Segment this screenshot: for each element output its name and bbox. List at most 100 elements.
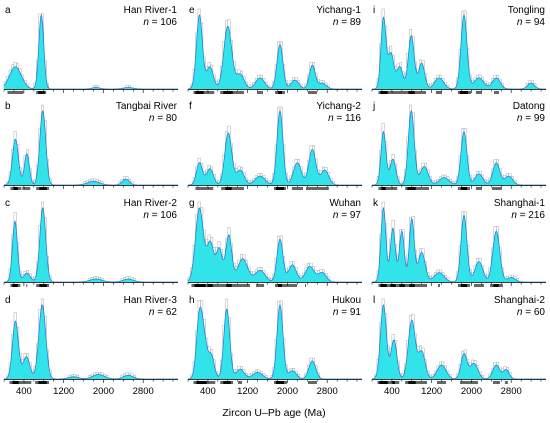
x-tick-label: 2800 <box>133 386 154 397</box>
x-tick-label: 400 <box>384 386 400 397</box>
x-tick-label: 1200 <box>53 386 74 397</box>
kde-line-c <box>3 207 178 283</box>
panel-e: e Yichang-1n = 89 <box>187 5 362 94</box>
sample-count: n = 60 <box>517 307 546 318</box>
sample-count: n = 99 <box>517 113 546 124</box>
sample-name: Han River-3 <box>124 295 178 306</box>
age-rug-b <box>10 187 50 190</box>
sample-name: Wuhan <box>329 198 361 209</box>
kde-line-g <box>187 207 362 283</box>
kde-area-d <box>4 305 178 379</box>
kde-area-a <box>4 15 178 89</box>
sample-count: n = 116 <box>328 113 361 124</box>
sample-name: Han River-1 <box>124 5 178 16</box>
sample-name: Yichang-1 <box>316 5 361 16</box>
x-tick-label: 2000 <box>277 386 298 397</box>
kde-line-l <box>371 304 546 380</box>
sample-count: n = 106 <box>143 17 177 28</box>
x-ticks-g <box>187 282 358 286</box>
age-rug-g <box>191 284 306 287</box>
x-ticks-c <box>3 282 174 286</box>
panel-letter: j <box>372 101 375 112</box>
age-rug-d <box>9 381 50 384</box>
panel-letter: l <box>373 295 375 306</box>
kde-line-h <box>187 304 362 380</box>
kde-area-j <box>372 111 546 185</box>
x-ticks-a <box>3 89 174 93</box>
sample-count: n = 62 <box>149 307 178 318</box>
x-ticks-f <box>187 185 358 189</box>
x-ticks-l <box>371 379 542 383</box>
sample-name: Shanghai-1 <box>494 198 546 209</box>
sample-name: Yichang-2 <box>316 101 361 112</box>
age-rug-f <box>195 187 329 190</box>
kde-line-i <box>372 14 546 90</box>
panel-letter: h <box>189 295 195 306</box>
sample-count: n = 89 <box>333 17 362 28</box>
x-tick-label: 2800 <box>317 386 338 397</box>
x-tick-label: 1200 <box>237 386 258 397</box>
kde-line-a <box>3 13 178 90</box>
kde-line-j <box>372 110 546 186</box>
kde-area-k <box>372 208 546 282</box>
x-tick-label: 1200 <box>421 386 442 397</box>
panel-letter: d <box>5 295 11 306</box>
kde-area-i <box>372 15 546 89</box>
x-ticks-i <box>371 89 542 93</box>
panel-k: k Shanghai-1n = 216 <box>371 198 546 287</box>
age-rug-a <box>7 91 47 94</box>
age-rug-h <box>193 381 317 384</box>
x-axis-title: Zircon U–Pb age (Ma) <box>222 407 325 419</box>
x-tick-label: 2000 <box>461 386 482 397</box>
panel-letter: e <box>189 5 195 16</box>
kde-area-e <box>188 15 362 89</box>
sample-count: n = 97 <box>333 210 362 221</box>
histogram-c <box>8 201 136 283</box>
panel-f: f Yichang-2n = 116 <box>187 101 362 190</box>
x-tick-label: 2800 <box>501 386 522 397</box>
panel-letter: c <box>5 198 10 209</box>
sample-count: n = 80 <box>149 113 178 124</box>
x-ticks-d <box>3 379 174 383</box>
sample-count: n = 106 <box>143 210 177 221</box>
sample-name: Shanghai-2 <box>494 295 546 306</box>
age-rug-i <box>378 91 499 94</box>
panel-letter: g <box>189 198 195 209</box>
kde-line-b <box>3 110 178 186</box>
panel-letter: k <box>373 198 379 209</box>
age-rug-e <box>193 91 317 94</box>
x-ticks-k <box>371 282 542 286</box>
age-rug-k <box>378 284 503 287</box>
sample-name: Datong <box>513 101 545 112</box>
kde-area-g <box>188 208 362 282</box>
sample-count: n = 216 <box>511 210 545 221</box>
kde-line-f <box>187 110 362 186</box>
x-ticks-j <box>371 185 542 189</box>
x-ticks-b <box>3 185 174 189</box>
kde-area-f <box>188 111 362 185</box>
kde-area-l <box>372 305 546 379</box>
x-tick-label: 400 <box>200 386 216 397</box>
panel-letter: b <box>5 101 11 112</box>
panel-l: l Shanghai-2n = 60 400 1200 2000 2800 <box>371 295 546 397</box>
x-tick-label: 400 <box>16 386 32 397</box>
kde-line-e <box>187 14 362 90</box>
x-ticks-h <box>187 379 358 383</box>
panel-a: a Han River-1n = 106 <box>3 5 178 94</box>
age-rug-j <box>378 187 502 190</box>
sample-name: Hukou <box>332 295 361 306</box>
age-rug-l <box>377 381 508 384</box>
panel-letter: a <box>5 5 11 16</box>
panel-letter: f <box>189 101 192 112</box>
kde-line-d <box>3 304 178 380</box>
panel-c: c Han River-2n = 106 <box>3 198 178 287</box>
panel-d: d Han River-3n = 62 400 1200 2000 2800 <box>3 295 178 397</box>
sample-count: n = 91 <box>333 307 362 318</box>
sample-name: Han River-2 <box>124 198 178 209</box>
